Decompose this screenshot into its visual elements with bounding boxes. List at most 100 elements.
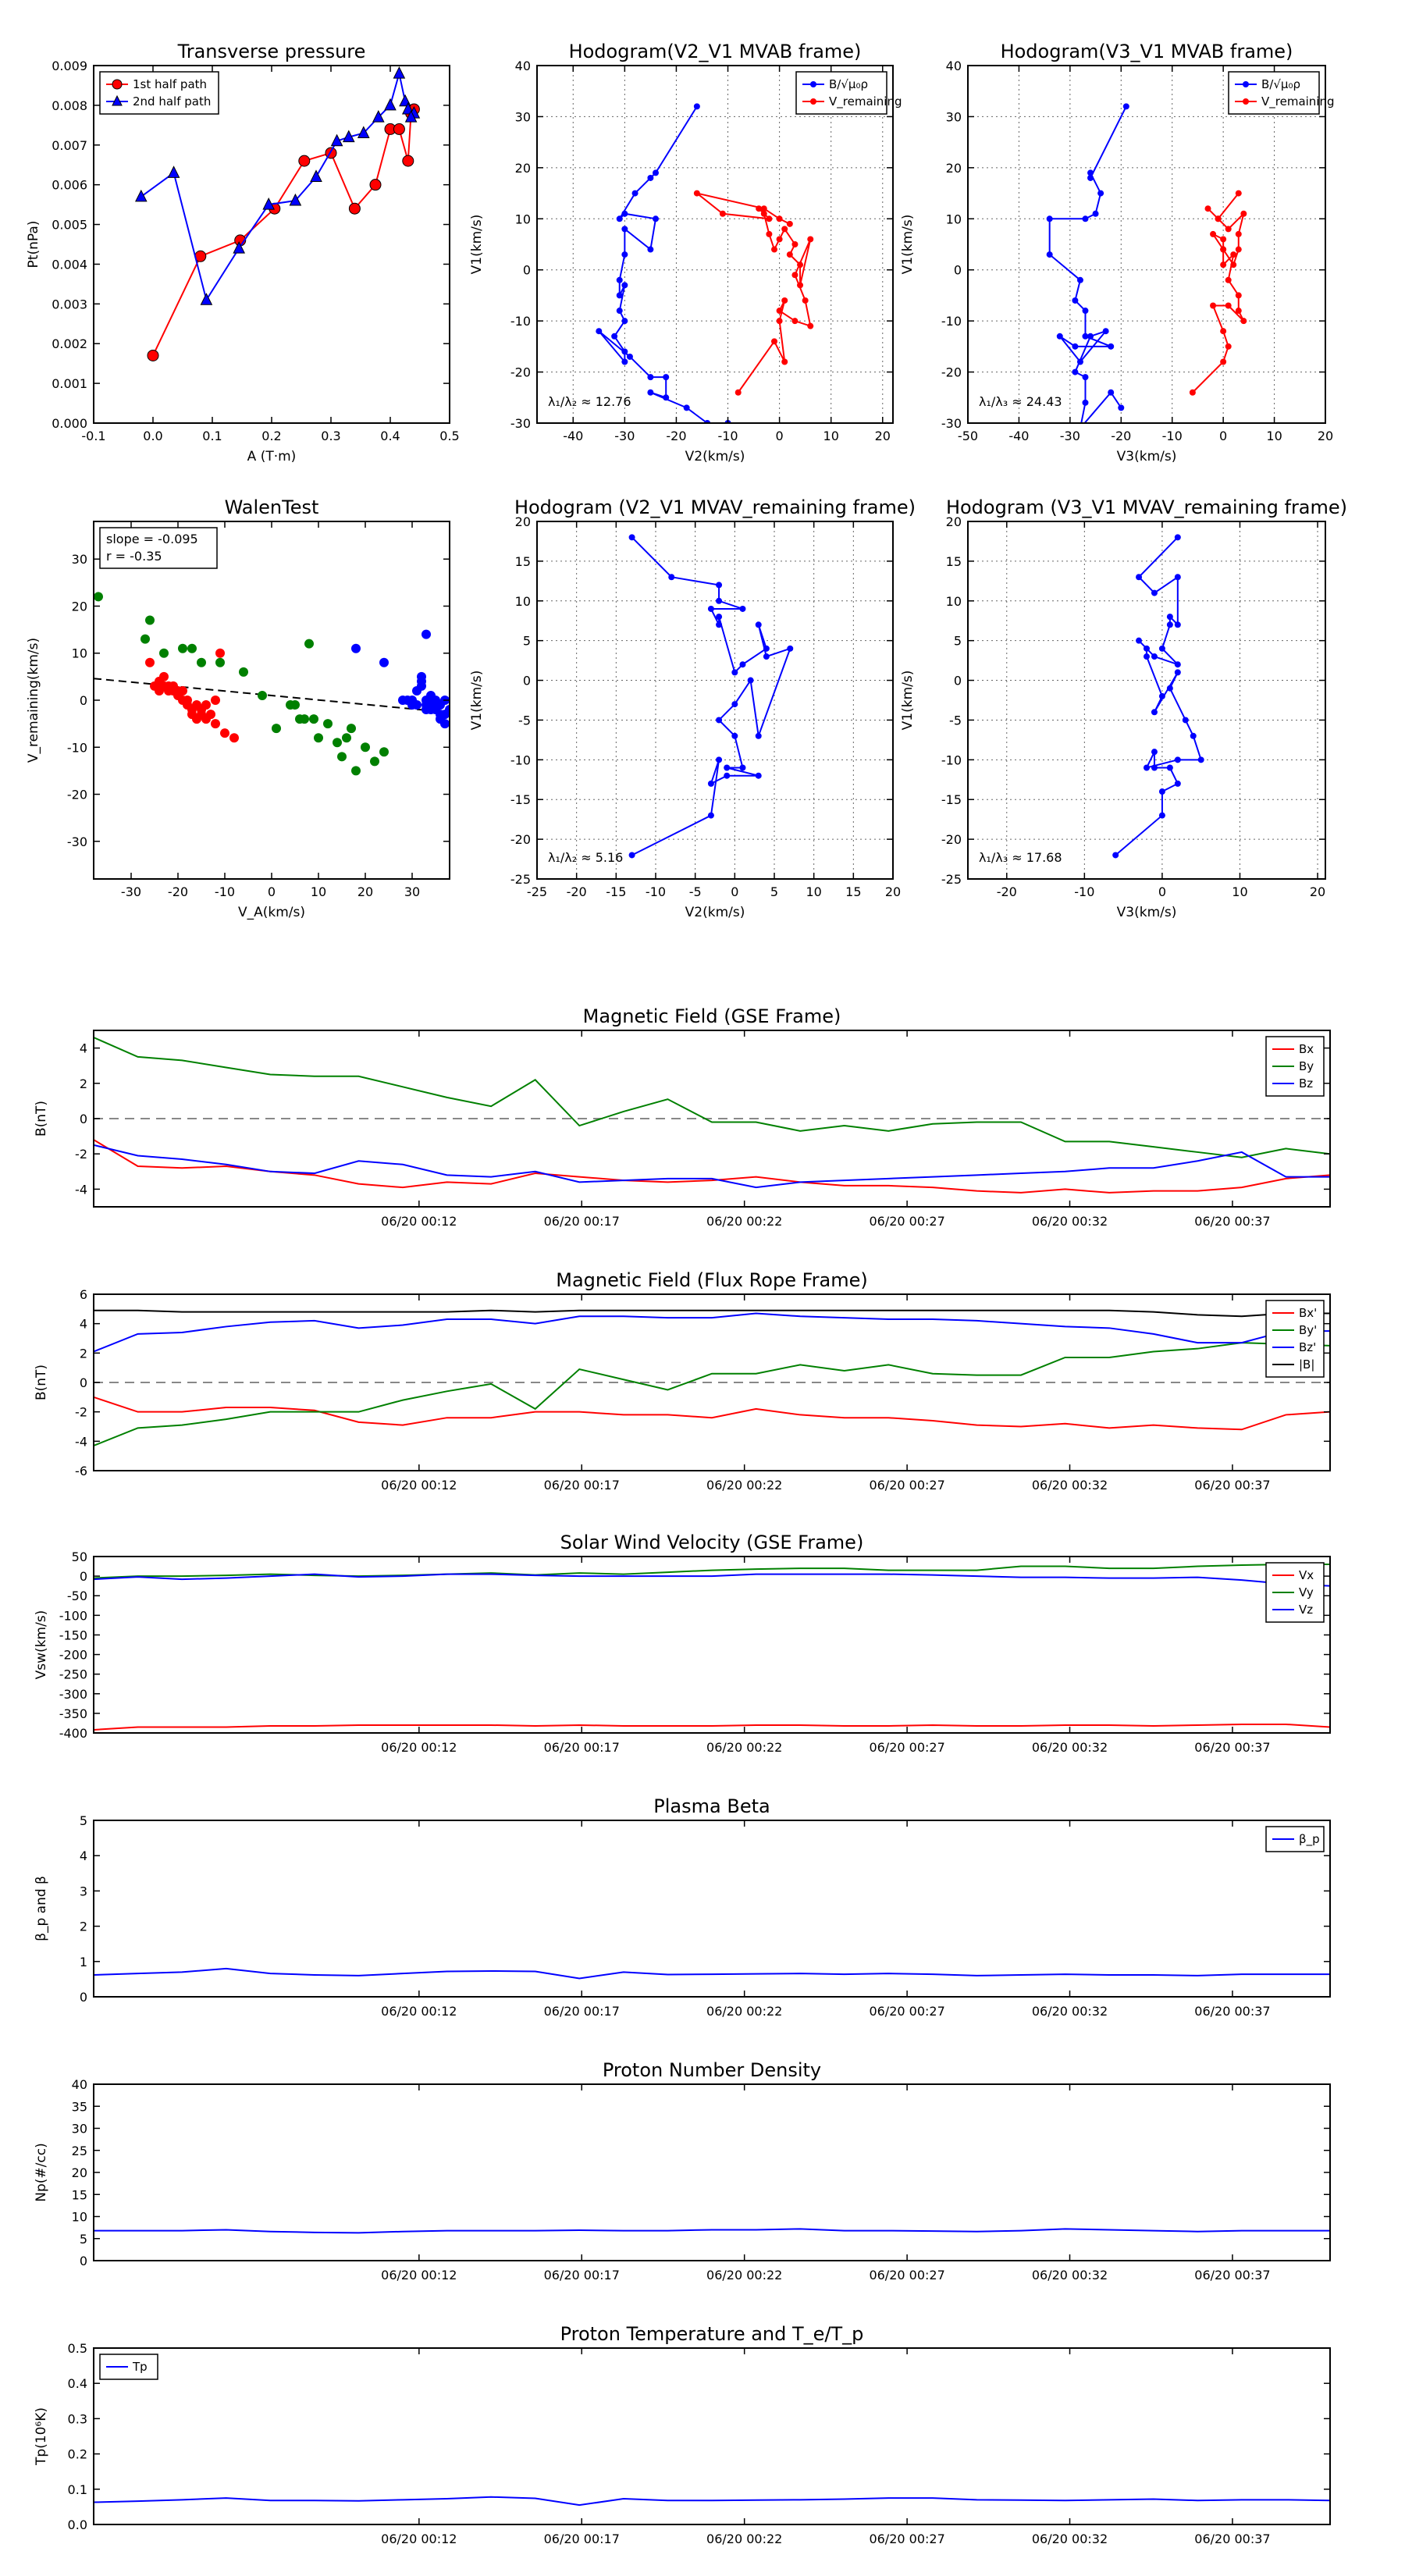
chart-title: Proton Number Density bbox=[603, 2059, 821, 2081]
series-line-Bz' bbox=[94, 1312, 1330, 1353]
data-point bbox=[361, 742, 370, 753]
axes-frame bbox=[967, 521, 1326, 880]
y-tick-label: -15 bbox=[510, 792, 531, 807]
data-point bbox=[1108, 389, 1115, 396]
chart-title: Solar Wind Velocity (GSE Frame) bbox=[560, 1532, 864, 1553]
y-tick-label: -250 bbox=[59, 1667, 87, 1682]
y-tick-label: 0.007 bbox=[52, 138, 87, 153]
legend-box bbox=[795, 71, 887, 115]
data-point bbox=[771, 246, 777, 253]
data-point bbox=[300, 714, 309, 724]
y-axis-label: B(nT) bbox=[34, 1364, 49, 1400]
x-tick-label: 0 bbox=[776, 429, 784, 443]
data-point bbox=[145, 615, 155, 625]
y-tick-label: 0 bbox=[523, 674, 531, 688]
x-tick-label: 06/20 00:22 bbox=[706, 1478, 782, 1493]
data-point bbox=[626, 353, 633, 360]
data-point bbox=[1092, 210, 1099, 217]
x-tick-label: -25 bbox=[527, 884, 547, 899]
x-tick-label: 15 bbox=[845, 884, 861, 899]
data-point bbox=[739, 605, 746, 612]
x-tick-label: 06/20 00:27 bbox=[869, 1478, 944, 1493]
y-tick-label: -10 bbox=[510, 314, 531, 329]
data-point bbox=[211, 696, 220, 705]
y-tick-label: -50 bbox=[67, 1589, 87, 1603]
series-group bbox=[134, 66, 421, 361]
y-tick-label: -350 bbox=[59, 1706, 87, 1721]
chart-hodo_v2v1: -40 -30 -20 -10 0 10 20 -30 -20 -10 0 10 20 30 40 Hodog… bbox=[469, 41, 902, 464]
data-point bbox=[178, 643, 187, 653]
x-tick-label: 0 bbox=[731, 884, 738, 899]
y-axis-label: B(nT) bbox=[34, 1101, 49, 1137]
data-point bbox=[1166, 764, 1173, 771]
x-tick-label: 06/20 00:22 bbox=[706, 2532, 782, 2546]
y-tick-label: 15 bbox=[946, 554, 962, 569]
data-point bbox=[1215, 215, 1222, 222]
data-point bbox=[169, 681, 178, 691]
data-point bbox=[347, 724, 356, 734]
legend-label: β_p bbox=[1299, 1832, 1320, 1847]
y-tick-label: 0.000 bbox=[52, 416, 87, 431]
x-tick-label: 10 bbox=[1232, 884, 1247, 899]
data-point bbox=[791, 241, 799, 247]
data-point bbox=[1076, 358, 1083, 365]
data-point bbox=[786, 251, 793, 258]
data-point bbox=[1220, 328, 1227, 335]
data-point bbox=[716, 597, 723, 604]
y-tick-label: 20 bbox=[515, 161, 531, 176]
data-point bbox=[1158, 812, 1165, 819]
y-tick-label: 0.1 bbox=[68, 2482, 87, 2497]
data-point bbox=[1174, 574, 1181, 581]
x-tick-label: -20 bbox=[666, 429, 686, 443]
data-point bbox=[1151, 653, 1158, 660]
data-point bbox=[1056, 333, 1063, 340]
data-point bbox=[628, 852, 635, 859]
x-axis-label: V_A(km/s) bbox=[238, 905, 305, 920]
data-point bbox=[731, 701, 738, 708]
x-tick-label: 06/20 00:17 bbox=[544, 2532, 620, 2546]
data-point bbox=[807, 322, 814, 329]
data-point bbox=[330, 133, 343, 147]
x-tick-label: 06/20 00:27 bbox=[869, 1214, 944, 1229]
data-point bbox=[724, 772, 731, 779]
series-line-Vx bbox=[94, 1723, 1330, 1731]
data-point bbox=[304, 639, 314, 649]
data-point bbox=[145, 657, 155, 667]
data-point bbox=[1225, 276, 1232, 283]
series-group bbox=[94, 2496, 1330, 2507]
x-tick-label: 06/20 00:37 bbox=[1194, 2532, 1270, 2546]
data-point bbox=[1151, 709, 1158, 716]
y-tick-label: 20 bbox=[515, 514, 531, 529]
data-point bbox=[647, 374, 654, 381]
y-tick-label: -20 bbox=[510, 365, 531, 380]
axes-frame bbox=[93, 521, 450, 880]
data-point bbox=[1240, 318, 1247, 325]
series-group bbox=[94, 592, 450, 776]
data-point bbox=[1144, 653, 1150, 660]
y-tick-label: -2 bbox=[75, 1147, 87, 1162]
chart-hodo_v3v1_rem: -20 -10 0 10 20-25-20-15-10-505101520Hodogra… bbox=[900, 496, 1347, 920]
data-point bbox=[337, 752, 347, 762]
data-point bbox=[647, 389, 654, 396]
x-axis-label: V2(km/s) bbox=[685, 449, 745, 464]
axes-frame bbox=[93, 65, 450, 424]
chart-mag_fr: 06/20 00:12 06/20 00:17 06/20 00:22 06/20 0… bbox=[34, 1269, 1331, 1493]
data-point bbox=[1220, 262, 1227, 269]
data-point bbox=[393, 66, 406, 79]
data-point bbox=[1158, 645, 1165, 652]
y-tick-label: 6 bbox=[80, 1287, 87, 1302]
data-point bbox=[1136, 637, 1143, 644]
y-tick-label: -400 bbox=[59, 1726, 87, 1741]
x-tick-label: 10 bbox=[806, 884, 821, 899]
chart-tp_temp: 06/20 00:12 06/20 00:17 06/20 00:22 06/20 0… bbox=[34, 2323, 1331, 2546]
y-tick-label: 0.3 bbox=[68, 2411, 87, 2426]
data-point bbox=[1174, 661, 1181, 668]
data-point bbox=[1144, 645, 1150, 652]
data-point bbox=[1220, 246, 1227, 253]
data-point bbox=[1072, 297, 1079, 304]
data-point bbox=[716, 582, 723, 589]
x-tick-label: -20 bbox=[567, 884, 587, 899]
annotation-box bbox=[99, 527, 218, 569]
data-point bbox=[1174, 621, 1181, 628]
chart-title: Hodogram(V2_V1 MVAB frame) bbox=[569, 41, 862, 62]
